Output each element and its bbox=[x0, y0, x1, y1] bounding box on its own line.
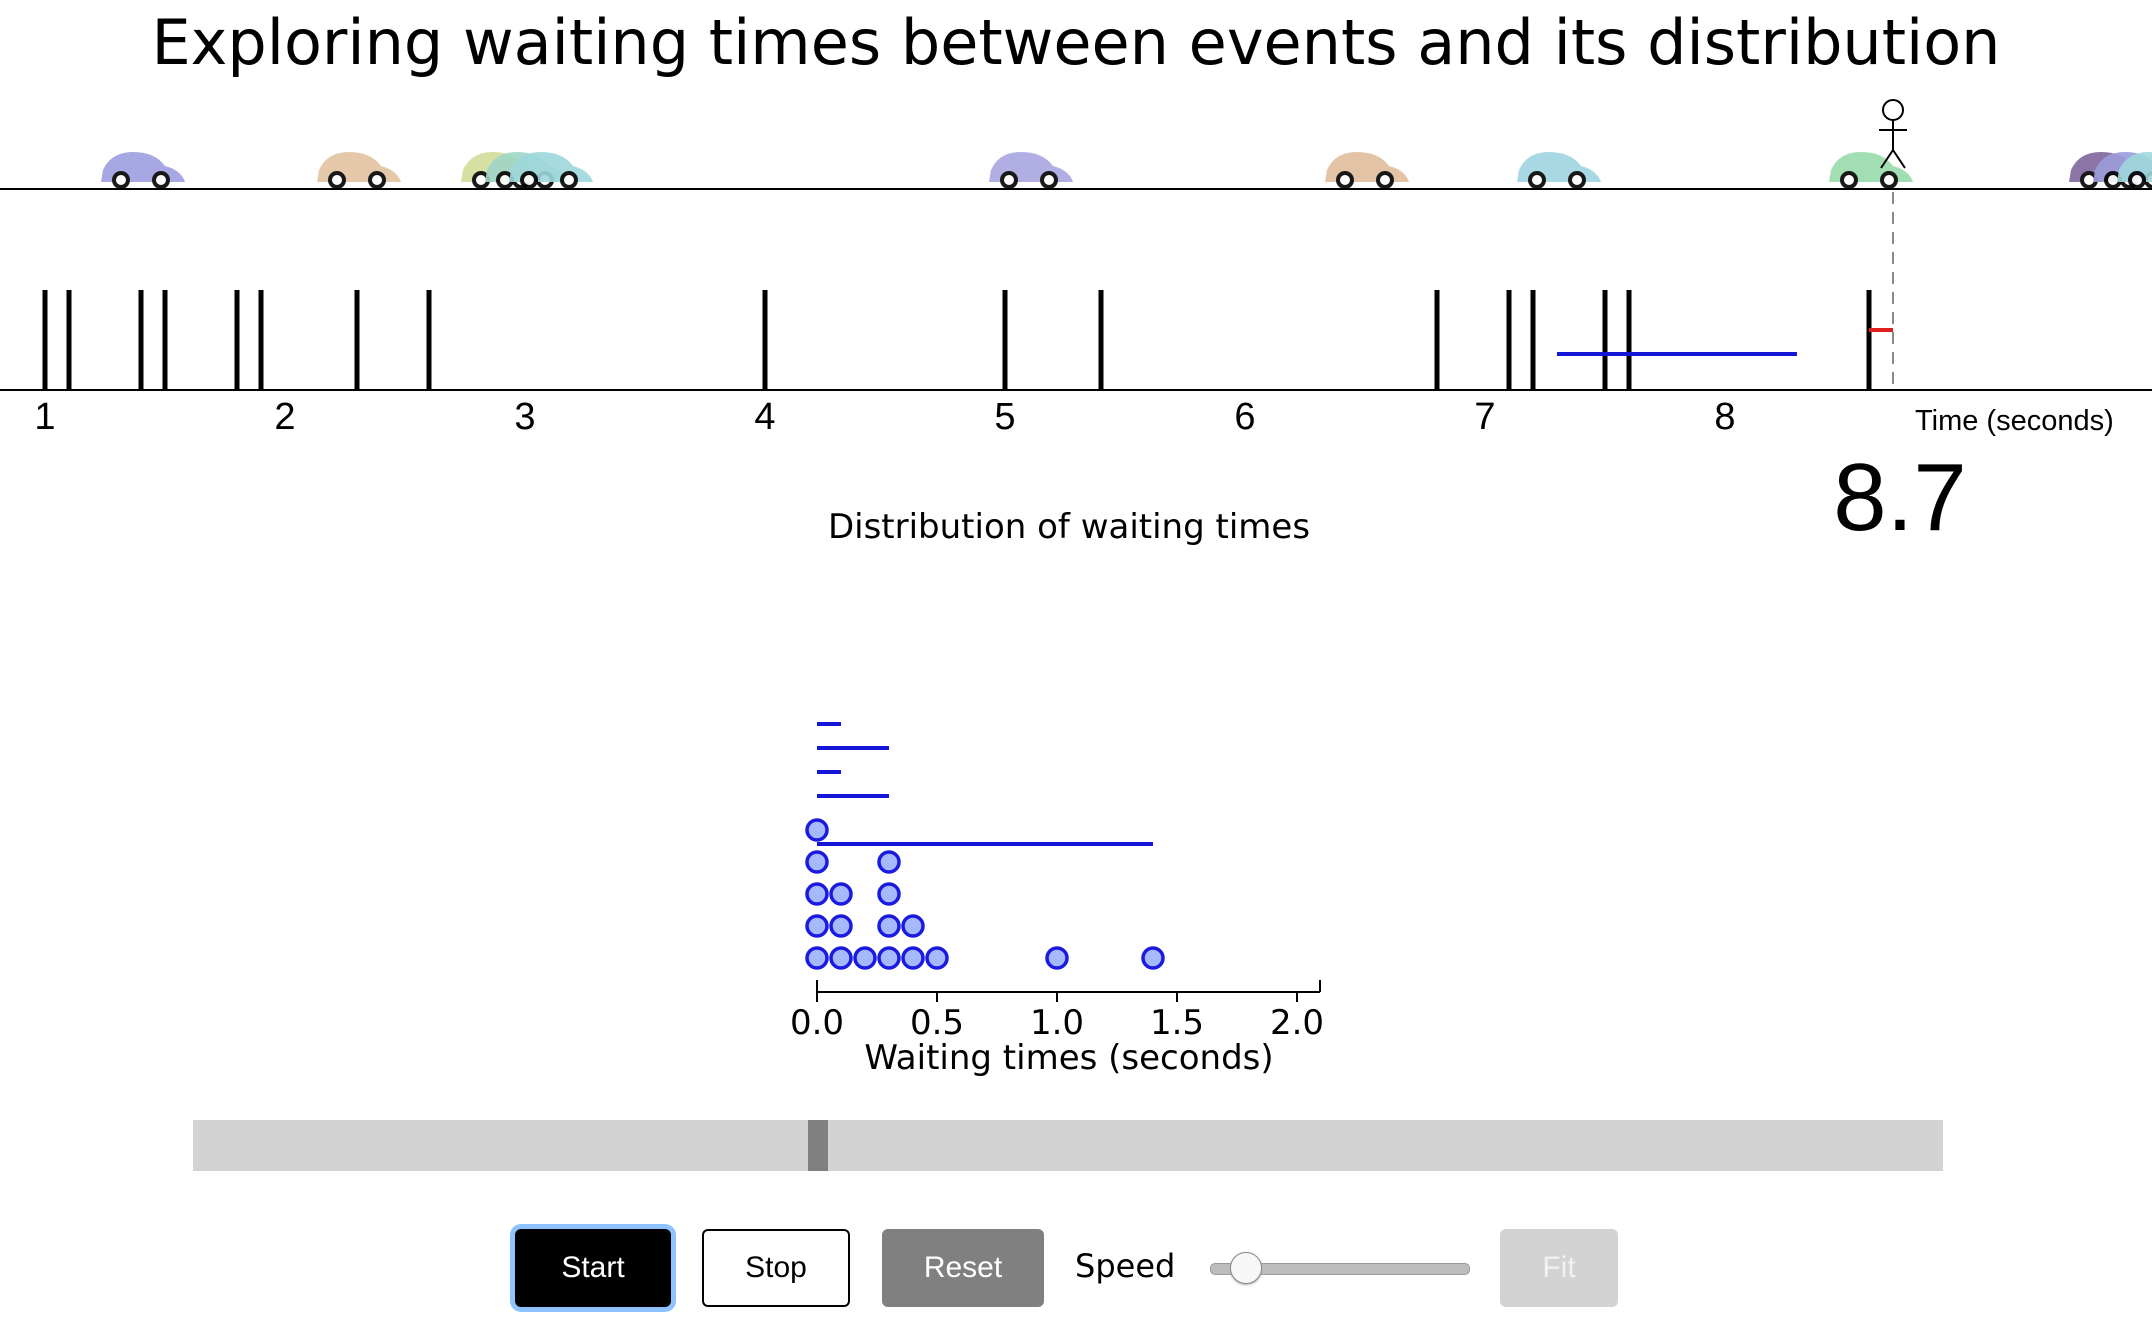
waiting-time-dot bbox=[877, 882, 901, 906]
fit-button[interactable]: Fit bbox=[1500, 1229, 1618, 1307]
car-icon bbox=[989, 152, 1073, 189]
waiting-time-dot bbox=[805, 818, 829, 842]
waiting-time-dot bbox=[805, 882, 829, 906]
waiting-time-dot bbox=[877, 850, 901, 874]
current-time-display: 8.7 bbox=[1833, 444, 1967, 551]
scrubber-handle[interactable] bbox=[807, 1120, 828, 1171]
car-icon bbox=[1325, 152, 1409, 189]
histogram-tick-label: 2.0 bbox=[1270, 1003, 1324, 1043]
timeline-tick-label: 4 bbox=[754, 396, 775, 438]
waiting-time-dot bbox=[925, 946, 949, 970]
car-icon bbox=[2117, 152, 2152, 189]
histogram-tick-label: 1.0 bbox=[1030, 1003, 1084, 1043]
timeline-tick-label: 6 bbox=[1234, 396, 1255, 438]
car-icon bbox=[1517, 152, 1601, 189]
waiting-time-segments bbox=[817, 722, 1153, 846]
histogram-tick-label: 1.5 bbox=[1150, 1003, 1204, 1043]
reset-button[interactable]: Reset bbox=[882, 1229, 1044, 1307]
histogram-title: Distribution of waiting times bbox=[828, 507, 1310, 547]
waiting-time-dot bbox=[805, 850, 829, 874]
start-button[interactable]: Start bbox=[515, 1229, 671, 1307]
timeline-scrubber[interactable] bbox=[193, 1120, 1943, 1171]
waiting-time-dot bbox=[1141, 946, 1165, 970]
timeline-axis-label: Time (seconds) bbox=[1915, 405, 2114, 437]
waiting-time-dot bbox=[1045, 946, 1069, 970]
cars-layer bbox=[101, 152, 2152, 189]
timeline-tick-label: 7 bbox=[1474, 396, 1495, 438]
car-icon bbox=[317, 152, 401, 189]
observer-stick-figure-icon bbox=[1879, 99, 1907, 169]
waiting-time-dot bbox=[877, 914, 901, 938]
timeline-ticks: 1 2 3 4 5 6 7 8 bbox=[34, 396, 1735, 438]
waiting-time-dot bbox=[901, 946, 925, 970]
stop-button[interactable]: Stop bbox=[702, 1229, 850, 1307]
timeline-tick-label: 1 bbox=[34, 396, 55, 438]
visualization: 1 2 3 4 5 6 7 8 Time (seconds) Distribution of … bbox=[0, 99, 2152, 1078]
timeline-tick-label: 5 bbox=[994, 396, 1015, 438]
histogram-tick-label: 0.0 bbox=[790, 1003, 844, 1043]
car-icon bbox=[509, 152, 593, 189]
speed-slider[interactable] bbox=[1210, 1252, 1470, 1284]
waiting-time-dot bbox=[901, 914, 925, 938]
timeline-tick-label: 8 bbox=[1714, 396, 1735, 438]
histogram-tick-label: 0.5 bbox=[910, 1003, 964, 1043]
waiting-time-dot bbox=[829, 914, 853, 938]
speed-slider-thumb[interactable] bbox=[1229, 1252, 1262, 1284]
waiting-time-dot bbox=[805, 946, 829, 970]
waiting-time-dots bbox=[805, 818, 1165, 970]
waiting-time-dot bbox=[805, 914, 829, 938]
car-icon bbox=[101, 152, 185, 189]
page-title: Exploring waiting times between events a… bbox=[151, 6, 2001, 79]
histogram-ticks: 0.0 0.5 1.0 1.5 2.0 bbox=[790, 980, 1324, 1043]
waiting-time-dot bbox=[877, 946, 901, 970]
speed-label: Speed bbox=[1075, 1247, 1176, 1285]
histogram-xlabel: Waiting times (seconds) bbox=[864, 1038, 1273, 1078]
waiting-time-dot bbox=[829, 882, 853, 906]
timeline-tick-label: 3 bbox=[514, 396, 535, 438]
waiting-time-dot bbox=[829, 946, 853, 970]
car-icon bbox=[1829, 152, 1913, 189]
timeline-tick-label: 2 bbox=[274, 396, 295, 438]
waiting-time-dot bbox=[853, 946, 877, 970]
event-markers bbox=[42, 290, 1872, 390]
